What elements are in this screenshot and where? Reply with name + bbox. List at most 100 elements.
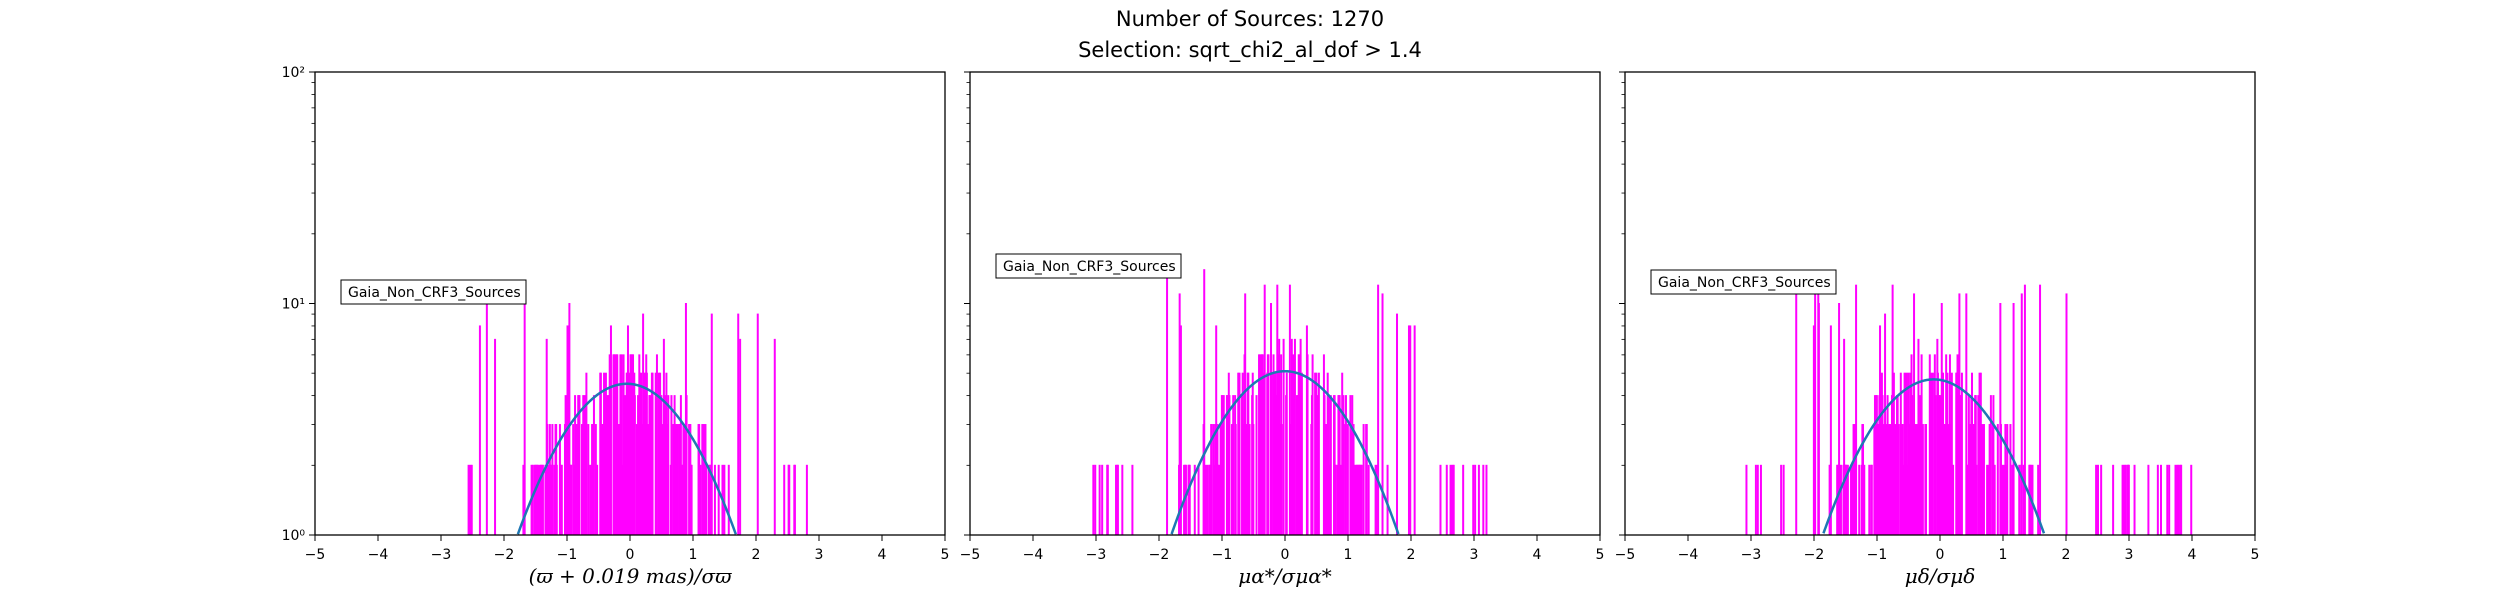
histogram-bar (1282, 338, 1285, 536)
histogram-bar (1863, 464, 1866, 536)
histogram-bar (2166, 464, 2169, 536)
histogram-bar (1931, 372, 1934, 536)
histogram-bar (663, 395, 666, 536)
histogram-bar (564, 395, 567, 536)
histogram-bar (1293, 338, 1296, 536)
histogram-bar (717, 464, 720, 536)
histogram-bar (1131, 464, 1134, 536)
histogram-bar (609, 325, 612, 536)
histogram-bar (1925, 424, 1928, 536)
legend-label: Gaia_Non_CRF3_Sources (348, 285, 521, 301)
histogram-bar (1377, 284, 1380, 536)
histogram-bar (2168, 464, 2171, 536)
histogram-bar (673, 395, 676, 536)
gaussian-fit-line (1170, 369, 1400, 535)
histogram-bar (805, 464, 808, 536)
histogram-bar (1334, 464, 1337, 536)
histogram-bar (537, 464, 540, 536)
legend-box (1650, 269, 1837, 295)
histogram-bar (699, 464, 702, 536)
histogram-bar (1759, 464, 1762, 536)
histogram-bar (1317, 372, 1320, 536)
histogram-bar (1267, 354, 1270, 536)
x-tick-label: 2 (2062, 547, 2071, 563)
x-axis-label: (ϖ + 0.019 mas)/σϖ (529, 564, 733, 588)
histogram-bar (1234, 424, 1237, 536)
x-tick-label: −5 (305, 547, 326, 563)
x-tick-label: −5 (1615, 547, 1636, 563)
suptitle-line2: Selection: sqrt_chi2_al_dof > 1.4 (1078, 38, 1422, 62)
histogram-bar (485, 303, 488, 536)
histogram-bar (1206, 464, 1209, 536)
legend: Gaia_Non_CRF3_Sources (340, 279, 527, 305)
histogram-bar (1934, 395, 1937, 536)
histogram-bar (793, 464, 796, 536)
histogram-bar (1166, 269, 1169, 536)
histogram-bar (1474, 464, 1477, 536)
histogram-bar (478, 325, 481, 536)
histogram-bar (690, 464, 693, 536)
histogram-bar (1396, 313, 1399, 536)
histogram-bar (1839, 464, 1842, 536)
histogram-bar (1868, 464, 1871, 536)
histogram-bar (1915, 424, 1918, 536)
histogram-bar (1893, 424, 1896, 536)
x-tick-label: 0 (626, 547, 635, 563)
histogram-bar (1300, 372, 1303, 536)
histogram-bar (1947, 424, 1950, 536)
histogram-bar (713, 464, 716, 536)
histogram-bar (2097, 464, 2099, 536)
histogram-bar (1316, 395, 1318, 536)
histogram-bar (2127, 464, 2130, 536)
histogram-bar (1413, 325, 1416, 536)
histogram-bar (1814, 284, 1817, 536)
histogram-bar (1306, 354, 1309, 536)
x-tick-label: −2 (494, 547, 515, 563)
histogram-bar (788, 464, 791, 536)
x-tick-label: 4 (2188, 547, 2197, 563)
histogram-bar (773, 338, 776, 536)
histogram-bar (2133, 464, 2136, 536)
histogram-bar (1228, 395, 1231, 536)
histogram-bar (1092, 464, 1095, 536)
histogram-bar (470, 464, 473, 536)
x-tick-label: 5 (941, 547, 950, 563)
histogram-bar (1960, 372, 1963, 536)
x-tick-label: 5 (2251, 547, 2260, 563)
x-tick-label: 0 (1281, 547, 1290, 563)
histogram-bar (592, 395, 595, 536)
histogram-bar (1472, 464, 1475, 536)
histogram-bar (2002, 464, 2005, 536)
legend-label: Gaia_Non_CRF3_Sources (1003, 259, 1176, 275)
histogram-bar (737, 313, 740, 536)
x-tick-label: −2 (1149, 547, 1170, 563)
histogram-bar (1362, 424, 1365, 536)
histogram-bar (1365, 424, 1368, 536)
x-tick-label: 3 (815, 547, 824, 563)
histogram-bar (555, 464, 558, 536)
histogram-bars (1745, 284, 2193, 536)
histogram-bar (2190, 464, 2193, 536)
histogram-bar (2121, 464, 2124, 536)
x-tick-label: 1 (1999, 547, 2008, 563)
histogram-bar (1982, 424, 1985, 536)
histogram-bar (651, 372, 654, 536)
y-tick-label: 10⁰ (282, 528, 306, 544)
histogram-bar (1745, 464, 1748, 536)
histogram-bar (1858, 464, 1861, 536)
histogram-bar (2124, 464, 2127, 536)
histogram-bar (667, 395, 670, 536)
histogram-bars (1092, 269, 1488, 536)
histogram-bar (2065, 293, 2068, 536)
histogram-bar (1352, 424, 1355, 536)
histogram-bar (2006, 424, 2009, 536)
histogram-bar (587, 464, 590, 536)
histogram-bar (739, 338, 742, 536)
histogram-bar (683, 424, 686, 536)
histogram-bar (1121, 464, 1124, 536)
histogram-bar (2147, 464, 2150, 536)
x-tick-label: −1 (1212, 547, 1233, 563)
x-tick-label: −3 (1086, 547, 1107, 563)
histogram-bar (2000, 464, 2003, 536)
histogram-bar (578, 395, 581, 536)
